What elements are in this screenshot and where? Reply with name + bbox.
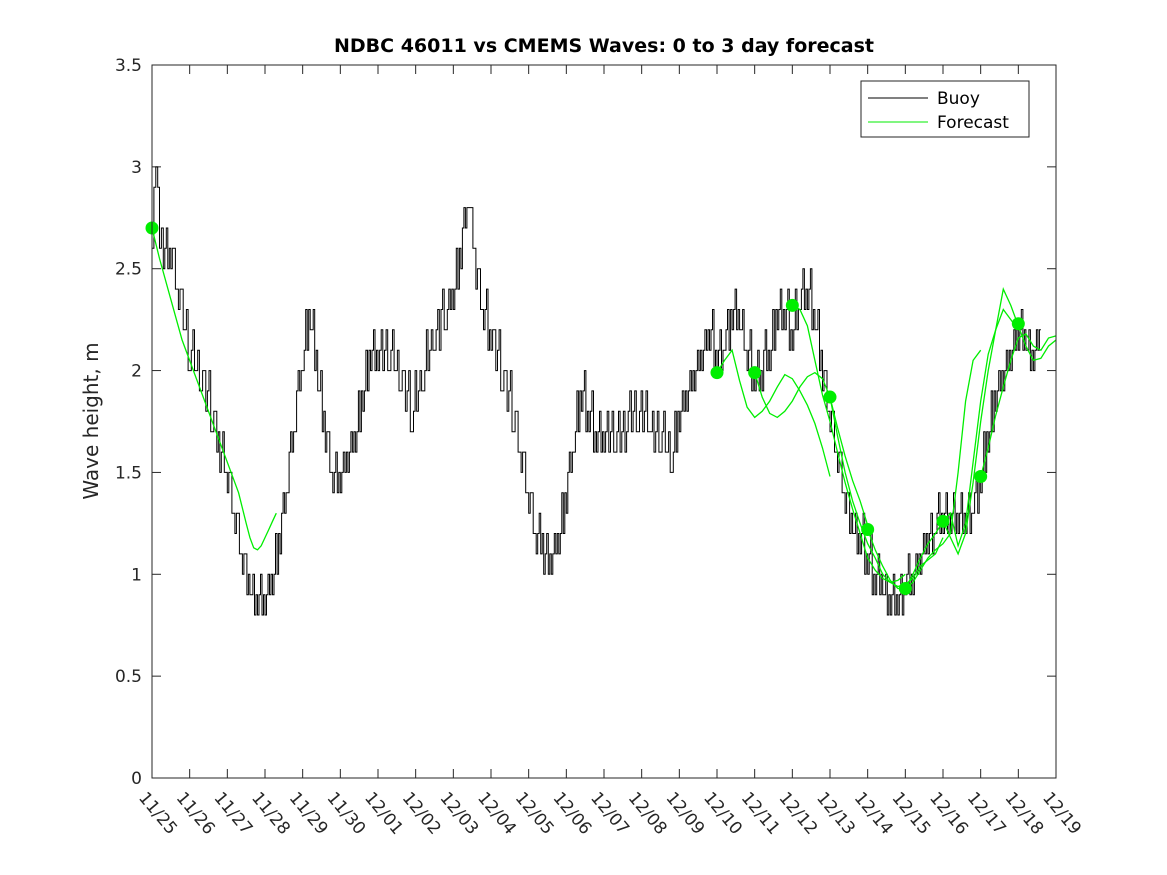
y-tick-label: 3.5 — [115, 56, 142, 76]
legend: Buoy Forecast — [860, 80, 1030, 138]
forecast-init-marker — [974, 470, 988, 484]
forecast-init-marker — [823, 390, 837, 404]
forecast-series-line — [980, 333, 1057, 477]
forecast-series-line — [867, 349, 982, 590]
y-tick-label: 3 — [131, 158, 142, 178]
legend-label-buoy: Buoy — [937, 89, 980, 109]
y-axis-label: Wave height, m — [79, 342, 103, 499]
y-tick-label: 2 — [131, 362, 142, 382]
plot-frame — [151, 64, 1057, 779]
buoy-series-line — [152, 166, 1041, 616]
forecast-init-marker — [1011, 317, 1025, 331]
chart-title: NDBC 46011 vs CMEMS Waves: 0 to 3 day fo… — [334, 35, 874, 57]
forecast-init-marker — [898, 582, 912, 596]
forecast-init-marker — [861, 522, 875, 536]
forecast-series-line — [754, 371, 869, 526]
y-tick-label: 0.5 — [115, 667, 142, 687]
legend-label-forecast: Forecast — [937, 113, 1009, 133]
forecast-series-line — [904, 308, 1019, 589]
y-tick-label: 1.5 — [115, 463, 142, 483]
forecast-series-line — [151, 227, 277, 551]
forecast-init-marker — [785, 298, 799, 312]
y-tick-label: 0 — [131, 769, 142, 789]
plot-area — [152, 65, 1056, 778]
forecast-series-line — [791, 304, 906, 584]
forecast-init-marker — [710, 366, 724, 380]
forecast-init-marker — [936, 514, 950, 528]
y-tick-label: 2.5 — [115, 260, 142, 280]
forecast-init-marker — [748, 366, 762, 380]
forecast-series-line — [716, 348, 831, 477]
forecast-series-line — [942, 286, 1057, 556]
legend-box — [860, 80, 1030, 138]
y-tick-label: 1 — [131, 565, 142, 585]
data-series — [145, 166, 1057, 616]
